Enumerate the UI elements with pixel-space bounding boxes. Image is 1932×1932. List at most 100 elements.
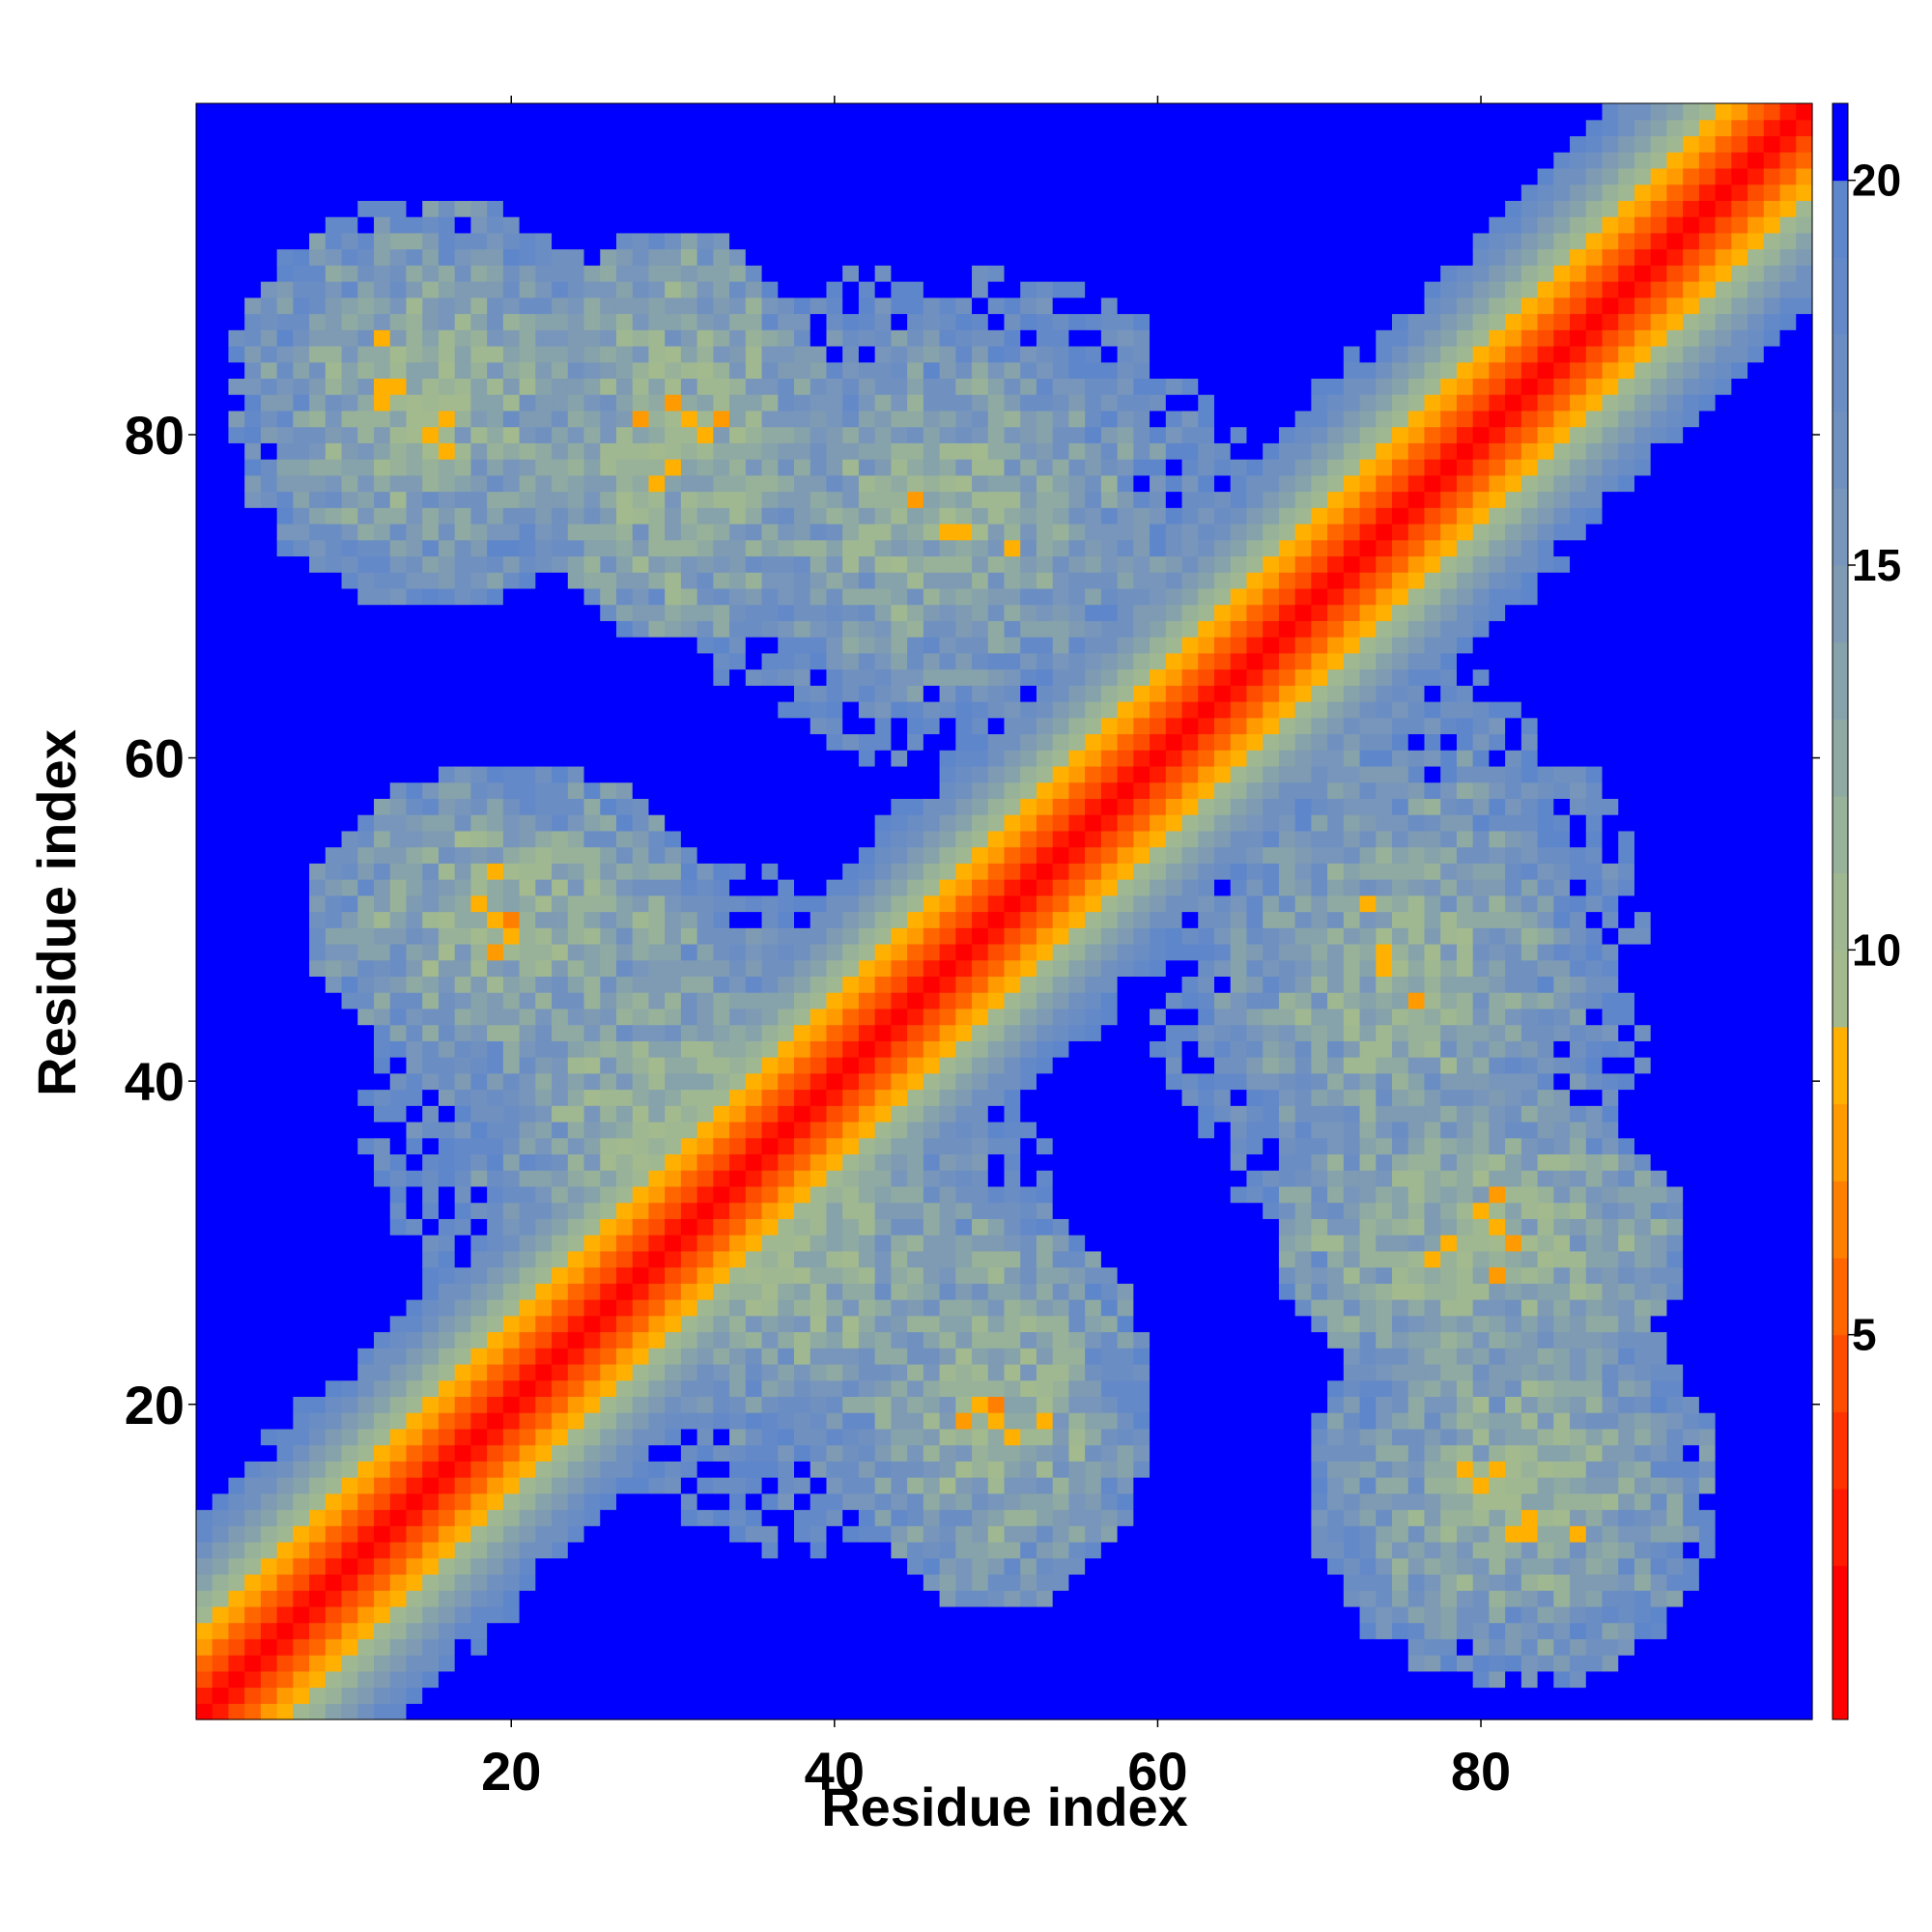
heatmap-cell — [858, 265, 876, 282]
heatmap-cell — [696, 572, 714, 589]
heatmap-cell — [696, 685, 714, 702]
heatmap-cell — [696, 313, 714, 330]
heatmap-cell — [583, 248, 601, 266]
heatmap-cell — [972, 1477, 989, 1494]
heatmap-cell — [713, 701, 730, 719]
heatmap-cell — [842, 1687, 860, 1704]
heatmap-cell — [745, 232, 763, 250]
heatmap-cell — [745, 1266, 763, 1284]
heatmap-cell — [680, 1250, 698, 1268]
heatmap-cell — [810, 1444, 828, 1462]
heatmap-cell — [842, 1461, 860, 1478]
heatmap-cell — [794, 733, 811, 751]
heatmap-cell — [761, 765, 779, 783]
heatmap-cell — [907, 1283, 924, 1300]
heatmap-cell — [341, 781, 358, 799]
heatmap-cell — [487, 1670, 504, 1689]
heatmap-cell — [987, 1492, 1006, 1511]
heatmap-cell — [325, 410, 343, 428]
heatmap-cell — [325, 1024, 343, 1041]
heatmap-cell — [502, 781, 521, 799]
heatmap-cell — [487, 491, 504, 508]
heatmap-cell — [244, 943, 262, 961]
heatmap-cell — [778, 1363, 795, 1381]
heatmap-cell — [874, 1444, 892, 1462]
heatmap-cell — [987, 459, 1006, 476]
heatmap-cell — [276, 1525, 294, 1543]
heatmap-cell — [648, 345, 666, 363]
heatmap-cell — [228, 394, 245, 412]
heatmap-cell — [438, 781, 456, 799]
heatmap-cell — [357, 685, 375, 702]
heatmap-cell — [648, 167, 666, 185]
heatmap-cell — [196, 1605, 213, 1624]
heatmap-cell — [422, 1250, 440, 1268]
heatmap-cell — [341, 1509, 358, 1526]
heatmap-cell — [874, 265, 892, 282]
heatmap-cell — [745, 863, 763, 880]
heatmap-cell — [648, 394, 666, 412]
heatmap-cell — [228, 1590, 245, 1607]
heatmap-cell — [293, 895, 310, 913]
heatmap-cell — [406, 976, 423, 993]
heatmap-cell — [778, 167, 795, 185]
heatmap-cell — [955, 814, 973, 832]
heatmap-cell — [729, 1153, 747, 1171]
heatmap-cell — [955, 248, 973, 266]
heatmap-cell — [955, 119, 973, 137]
heatmap-cell — [552, 523, 569, 541]
heatmap-cell — [680, 474, 698, 493]
heatmap-cell — [907, 459, 924, 476]
heatmap-cell — [196, 491, 213, 508]
heatmap-cell — [923, 733, 941, 751]
heatmap-cell — [632, 1105, 650, 1122]
heatmap-cell — [987, 863, 1006, 880]
heatmap-cell — [309, 830, 327, 848]
heatmap-cell — [842, 152, 860, 169]
heatmap-cell — [454, 1396, 472, 1413]
heatmap-cell — [535, 1202, 553, 1219]
heatmap-cell — [665, 1655, 682, 1672]
heatmap-cell — [552, 1525, 569, 1543]
heatmap-cell — [438, 329, 456, 347]
heatmap-cell — [293, 1605, 310, 1624]
heatmap-cell — [810, 701, 828, 719]
heatmap-cell — [696, 1687, 714, 1704]
heatmap-cell — [374, 119, 391, 137]
heatmap-cell — [438, 943, 456, 961]
heatmap-cell — [696, 1218, 714, 1236]
heatmap-cell — [713, 1218, 730, 1236]
heatmap-cell — [713, 1170, 730, 1187]
heatmap-cell — [842, 863, 860, 880]
heatmap-cell — [632, 1057, 650, 1074]
heatmap-cell — [761, 1655, 779, 1672]
heatmap-cell — [972, 297, 989, 315]
heatmap-cell — [680, 765, 698, 783]
heatmap-cell — [196, 539, 213, 557]
heatmap-cell — [583, 297, 601, 315]
heatmap-cell — [955, 1477, 973, 1494]
heatmap-cell — [325, 572, 343, 589]
heatmap-cell — [761, 313, 779, 330]
heatmap-cell — [794, 1557, 811, 1576]
heatmap-cell — [357, 248, 375, 266]
heatmap-cell — [696, 668, 714, 686]
heatmap-cell — [648, 604, 666, 621]
heatmap-cell — [341, 1137, 358, 1155]
heatmap-cell — [583, 1444, 601, 1462]
heatmap-cell — [341, 103, 358, 121]
heatmap-cell — [858, 1040, 876, 1058]
heatmap-cell — [987, 248, 1006, 266]
heatmap-cell — [357, 846, 375, 864]
heatmap-cell — [696, 297, 714, 315]
heatmap-cell — [567, 1348, 585, 1365]
heatmap-cell — [212, 361, 230, 380]
heatmap-cell — [713, 232, 730, 250]
heatmap-cell — [729, 167, 747, 185]
heatmap-cell — [244, 1379, 262, 1397]
heatmap-cell — [552, 1348, 569, 1365]
heatmap-cell — [389, 895, 408, 913]
heatmap-cell — [228, 200, 245, 217]
heatmap-cell — [923, 152, 941, 169]
heatmap-cell — [842, 1266, 860, 1284]
